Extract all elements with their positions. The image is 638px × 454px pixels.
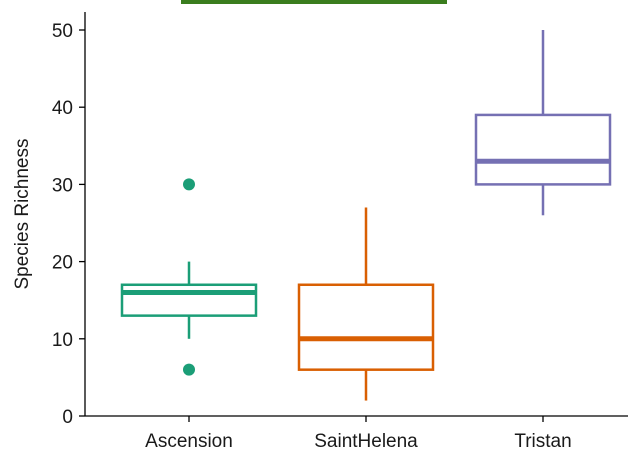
top-strip: [181, 0, 447, 4]
outlier-point: [183, 178, 195, 191]
x-tick-label: Tristan: [514, 431, 571, 452]
outlier-point: [183, 363, 195, 376]
x-tick-label: Ascension: [145, 431, 233, 452]
y-tick-label: 10: [52, 330, 73, 351]
box-sainthelena: [297, 207, 435, 401]
x-tick-label: SaintHelena: [314, 431, 418, 452]
y-tick-label: 20: [52, 253, 73, 274]
box-ascension: [120, 178, 258, 376]
y-tick-label: 50: [52, 21, 73, 42]
y-ticks: 0 10 20 30 40 50: [52, 21, 85, 428]
y-tick-label: 30: [52, 175, 73, 196]
box-iqr: [120, 283, 258, 317]
box-tristan: [474, 30, 612, 216]
y-tick-label: 40: [52, 98, 73, 119]
box-iqr: [474, 113, 612, 186]
x-ticks: Ascension SaintHelena Tristan: [145, 416, 572, 452]
box-iqr: [297, 283, 435, 371]
y-tick-label: 0: [62, 407, 73, 428]
y-axis-title: Species Richness: [12, 138, 33, 289]
boxes: [120, 30, 612, 401]
